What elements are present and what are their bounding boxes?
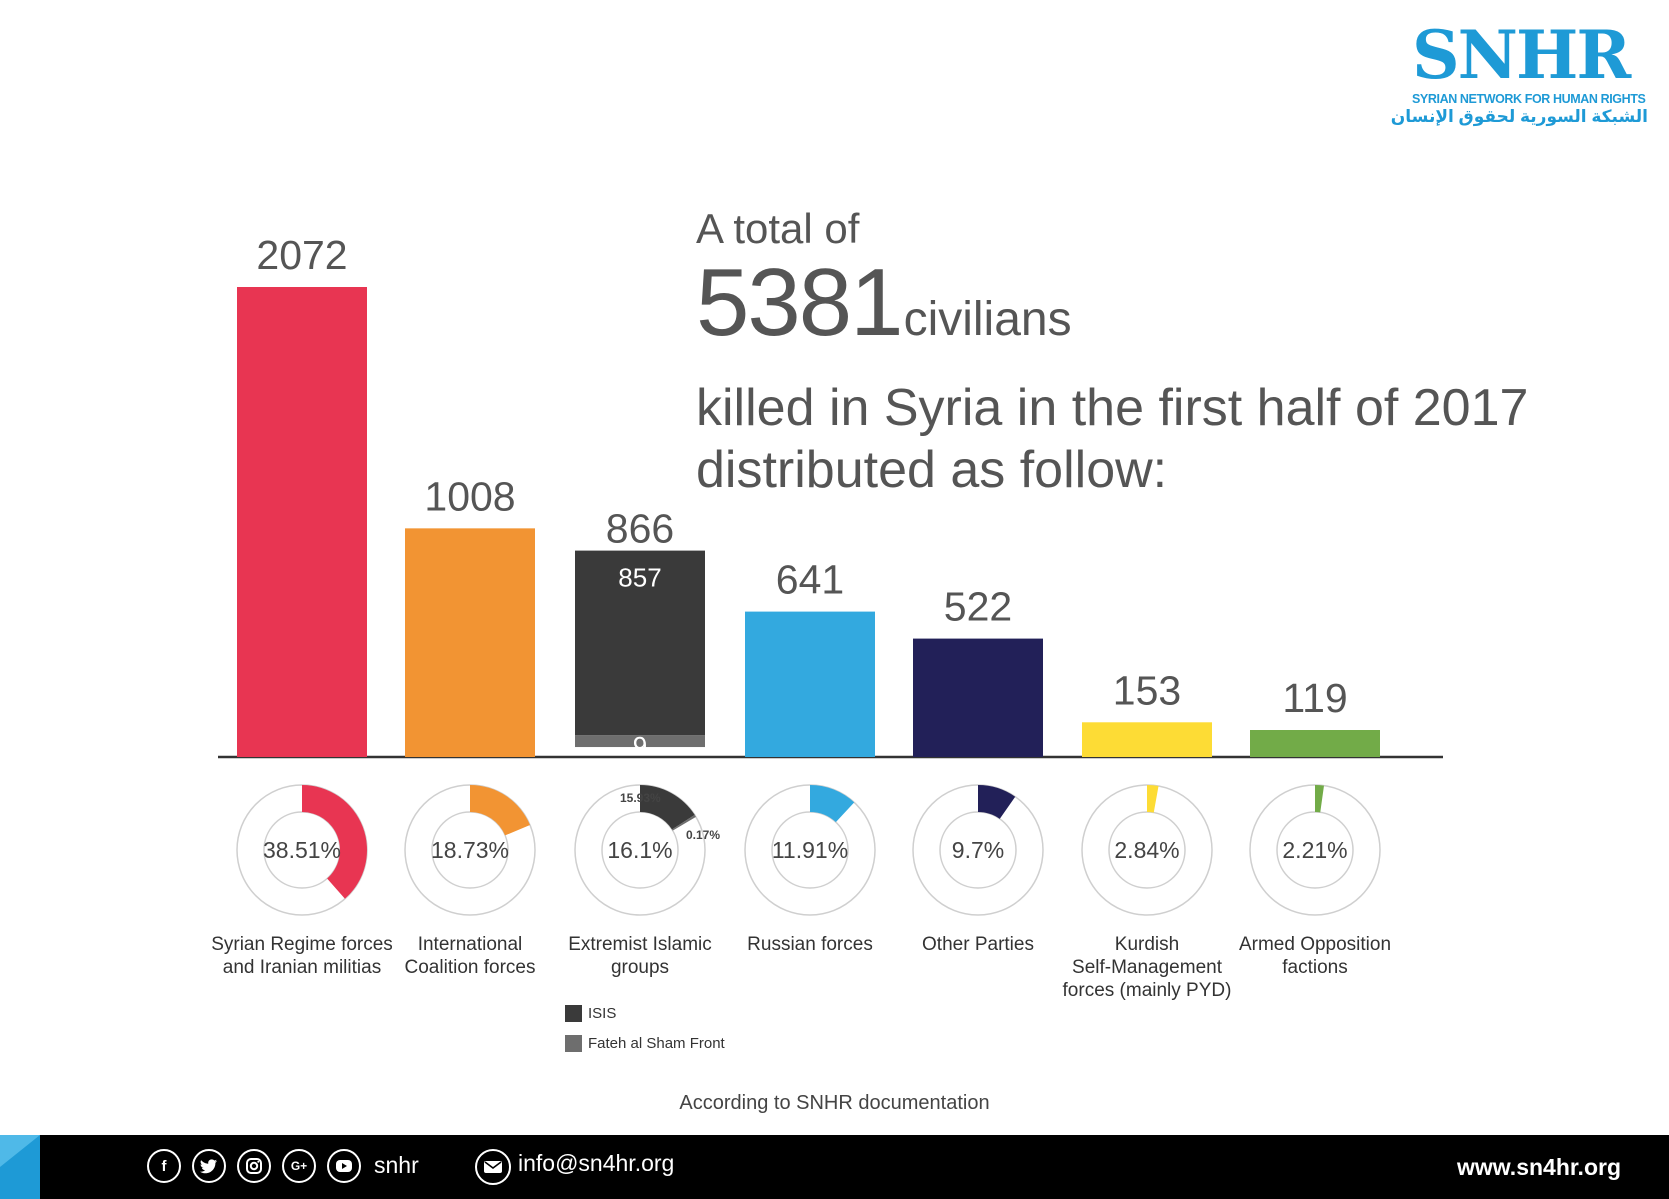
footer-bar: f G+ snhr info@sn4hr.org www.sn4hr.org <box>0 1135 1669 1199</box>
bar-5 <box>1082 722 1212 757</box>
donut-percent-label-2: 16.1% <box>607 837 672 863</box>
bar-value-label-5: 153 <box>1113 667 1181 713</box>
snhr-logo: SNHR SYRIAN NETWORK FOR HUMAN RIGHTS الش… <box>1390 16 1648 127</box>
segment-value-label-isis: 857 <box>618 563 661 593</box>
bar-3 <box>745 611 875 757</box>
category-label-line: Coalition forces <box>404 957 536 978</box>
legend-swatch-isis <box>565 1004 582 1022</box>
bar-value-label-0: 2072 <box>256 232 347 278</box>
donut-percent-label-5: 2.84% <box>1114 837 1179 863</box>
category-label-2: Extremist Islamic groups <box>542 933 738 979</box>
donut-arc-3 <box>810 785 855 823</box>
twitter-icon[interactable] <box>192 1149 226 1183</box>
category-label-line: Russian forces <box>747 934 873 955</box>
category-label-4: Other Parties <box>880 933 1076 956</box>
mail-icon[interactable] <box>475 1149 511 1185</box>
category-label-line: forces (mainly PYD) <box>1062 980 1232 1001</box>
category-label-0: Syrian Regime forces and Iranian militias <box>204 933 400 979</box>
legend: ISIS Fateh al Sham Front <box>565 998 725 1058</box>
donut-arc-5 <box>1147 785 1159 813</box>
social-handle[interactable]: snhr <box>374 1152 419 1178</box>
bar-segment-isis <box>575 550 705 736</box>
facebook-icon[interactable]: f <box>147 1149 181 1183</box>
category-label-line: Extremist Islamic <box>568 934 712 955</box>
category-label-line: Other Parties <box>922 934 1034 955</box>
category-label-line: factions <box>1282 957 1348 978</box>
donut-percent-label-3: 11.91% <box>772 837 848 863</box>
donut-percent-label-4: 9.7% <box>952 837 1004 863</box>
category-label-line: International <box>417 934 523 955</box>
headline-prefix: A total of <box>696 205 860 252</box>
bar-4 <box>913 638 1043 757</box>
headline: A total of 5381civilians killed in Syria… <box>696 205 1596 501</box>
legend-label-isis: ISIS <box>588 1004 617 1022</box>
donut-sub-label-fateh-al-sham: 0.17% <box>686 828 720 842</box>
donut-arc-isis <box>640 785 695 830</box>
instagram-icon[interactable] <box>237 1149 271 1183</box>
headline-line-1: killed in Syria in the first half of 201… <box>696 379 1529 437</box>
category-label-line: groups <box>610 957 670 978</box>
headline-line-2: distributed as follow: <box>696 441 1168 499</box>
donut-arc-fateh-al-sham <box>671 814 696 831</box>
bar-value-label-6: 119 <box>1282 675 1347 721</box>
bar-value-label-1: 1008 <box>424 473 515 519</box>
source-note: According to SNHR documentation <box>679 1092 990 1114</box>
legend-swatch-fateh-al-sham <box>565 1034 582 1052</box>
category-label-line: and Iranian militias <box>222 957 382 978</box>
category-label-line: Syrian Regime forces <box>211 934 393 955</box>
donut-sub-label-isis: 15.93% <box>620 791 661 805</box>
bar-1 <box>405 528 535 757</box>
footer-corner-accent <box>0 1135 40 1199</box>
headline-total-number: 5381 <box>696 249 904 356</box>
legend-label-fateh-al-sham: Fateh al Sham Front <box>588 1034 725 1052</box>
category-label-line: Kurdish <box>1114 934 1180 955</box>
category-label-line: Armed Opposition <box>1238 934 1392 955</box>
donut-percent-label-6: 2.21% <box>1282 837 1347 863</box>
donut-arc-4 <box>978 785 1016 819</box>
donut-arc-6 <box>1315 785 1324 813</box>
bar-0 <box>237 287 367 757</box>
website-link[interactable]: www.sn4hr.org <box>1456 1154 1621 1180</box>
logo-name-en: SYRIAN NETWORK FOR HUMAN RIGHTS <box>1412 92 1646 106</box>
legend-item-fateh-al-sham: Fateh al Sham Front <box>565 1028 725 1058</box>
logo-name-ar: الشبكة السورية لحقوق الإنسان <box>1390 107 1648 126</box>
bar-chart: 2072 38.51% 1008 18.73% 857 9 866 15.93% 0.17% 16… <box>218 232 1443 916</box>
contact-email[interactable]: info@sn4hr.org <box>518 1150 675 1176</box>
logo-mark: SNHR <box>1412 16 1631 94</box>
bar-value-label-2: 866 <box>606 506 674 552</box>
bar-value-label-4: 522 <box>944 584 1012 630</box>
google-plus-icon[interactable]: G+ <box>282 1149 316 1183</box>
headline-total-row: 5381civilians <box>696 255 1596 377</box>
bar-segment-fateh-al-sham-front <box>575 735 705 748</box>
bar-value-label-3: 641 <box>776 557 844 603</box>
category-label-line: Self-Management <box>1072 957 1222 978</box>
category-label-6: Armed Opposition factions <box>1217 933 1413 979</box>
donut-percent-label-1: 18.73% <box>431 837 509 863</box>
youtube-icon[interactable] <box>327 1149 361 1183</box>
donut-arc-0 <box>302 785 367 899</box>
headline-total-unit: civilians <box>903 293 1072 346</box>
bar-6 <box>1250 730 1380 757</box>
category-label-1: International Coalition forces <box>372 933 568 979</box>
category-label-5: Kurdish Self-Management forces (mainly PYD… <box>1049 933 1245 1002</box>
donut-arc-1 <box>470 785 531 836</box>
category-label-3: Russian forces <box>712 933 908 956</box>
donut-percent-label-0: 38.51% <box>263 837 341 863</box>
segment-value-label-fateh-al-sham-front: 9 <box>633 731 647 761</box>
legend-item-isis: ISIS <box>565 998 725 1028</box>
